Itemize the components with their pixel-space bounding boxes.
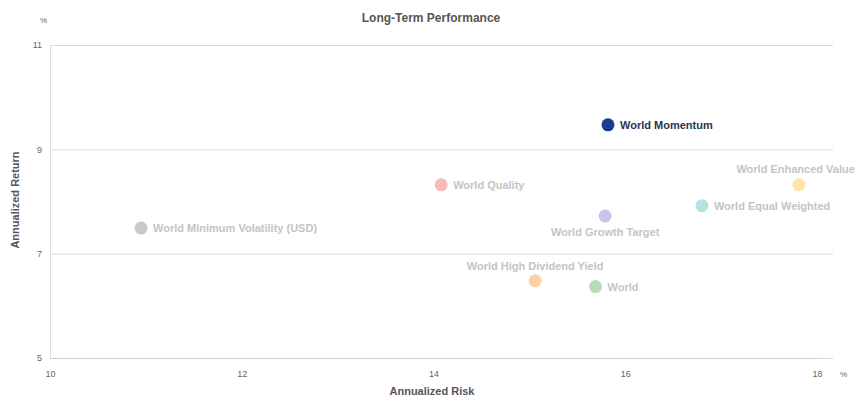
- point: [792, 178, 805, 191]
- point: [601, 118, 614, 131]
- point: [695, 199, 708, 212]
- grid-line: [50, 149, 833, 150]
- grid-line: [50, 45, 833, 46]
- point-label: World Momentum: [620, 119, 713, 131]
- point-label: World Quality: [453, 179, 525, 191]
- x-tick-label: 16: [621, 369, 631, 379]
- x-axis-title: Annualized Risk: [390, 385, 476, 397]
- grid-line: [50, 358, 833, 359]
- y-tick: 5: [37, 353, 833, 363]
- point-label: World Growth Target: [551, 226, 660, 238]
- point-label: World: [608, 281, 639, 293]
- grid-line: [50, 254, 833, 255]
- point: [135, 222, 148, 235]
- y-axis: 5 7 9 11: [33, 40, 833, 363]
- point-label: World Enhanced Value: [736, 163, 854, 175]
- point-label: World Minimum Volatility (USD): [153, 222, 317, 234]
- point: [529, 274, 542, 287]
- y-tick-label: 11: [33, 40, 42, 50]
- x-tick: 18: [812, 358, 822, 379]
- y-tick-label: 7: [37, 249, 42, 259]
- x-tick-label: 18: [812, 369, 822, 379]
- point-labels: World Momentum World Quality World Enhance…: [153, 119, 855, 293]
- title: Long-Term Performance: [362, 11, 501, 25]
- x-tick-label: 10: [45, 369, 55, 379]
- x-axis-line: [51, 358, 818, 359]
- x-tick: 12: [237, 358, 247, 379]
- y-tick-label: 5: [37, 353, 42, 363]
- plot-area: [135, 118, 806, 293]
- x-tick: 16: [621, 358, 631, 379]
- point: [589, 280, 602, 293]
- x-tick: 14: [429, 358, 439, 379]
- x-tick: 10: [45, 358, 55, 379]
- point: [599, 210, 612, 223]
- x-axis: 10 12 14 16 18: [45, 358, 822, 379]
- point: [435, 178, 448, 191]
- y-tick: 11: [33, 40, 833, 50]
- y-axis-title: Annualized Return: [9, 151, 21, 248]
- y-tick: 9: [37, 145, 833, 155]
- y-axis-line: [51, 46, 834, 359]
- chart: 5 7 9 11 10 12 14 16 18 Long-Term Performance Annu…: [0, 0, 861, 406]
- y-tick: 7: [37, 249, 833, 259]
- point-label: World Equal Weighted: [714, 200, 830, 212]
- x-tick-label: 14: [429, 369, 439, 379]
- point-label: World High Dividend Yield: [467, 260, 604, 272]
- y-unit: %: [40, 16, 47, 25]
- x-tick-label: 12: [237, 369, 247, 379]
- x-unit: %: [840, 370, 847, 379]
- y-tick-label: 9: [37, 145, 42, 155]
